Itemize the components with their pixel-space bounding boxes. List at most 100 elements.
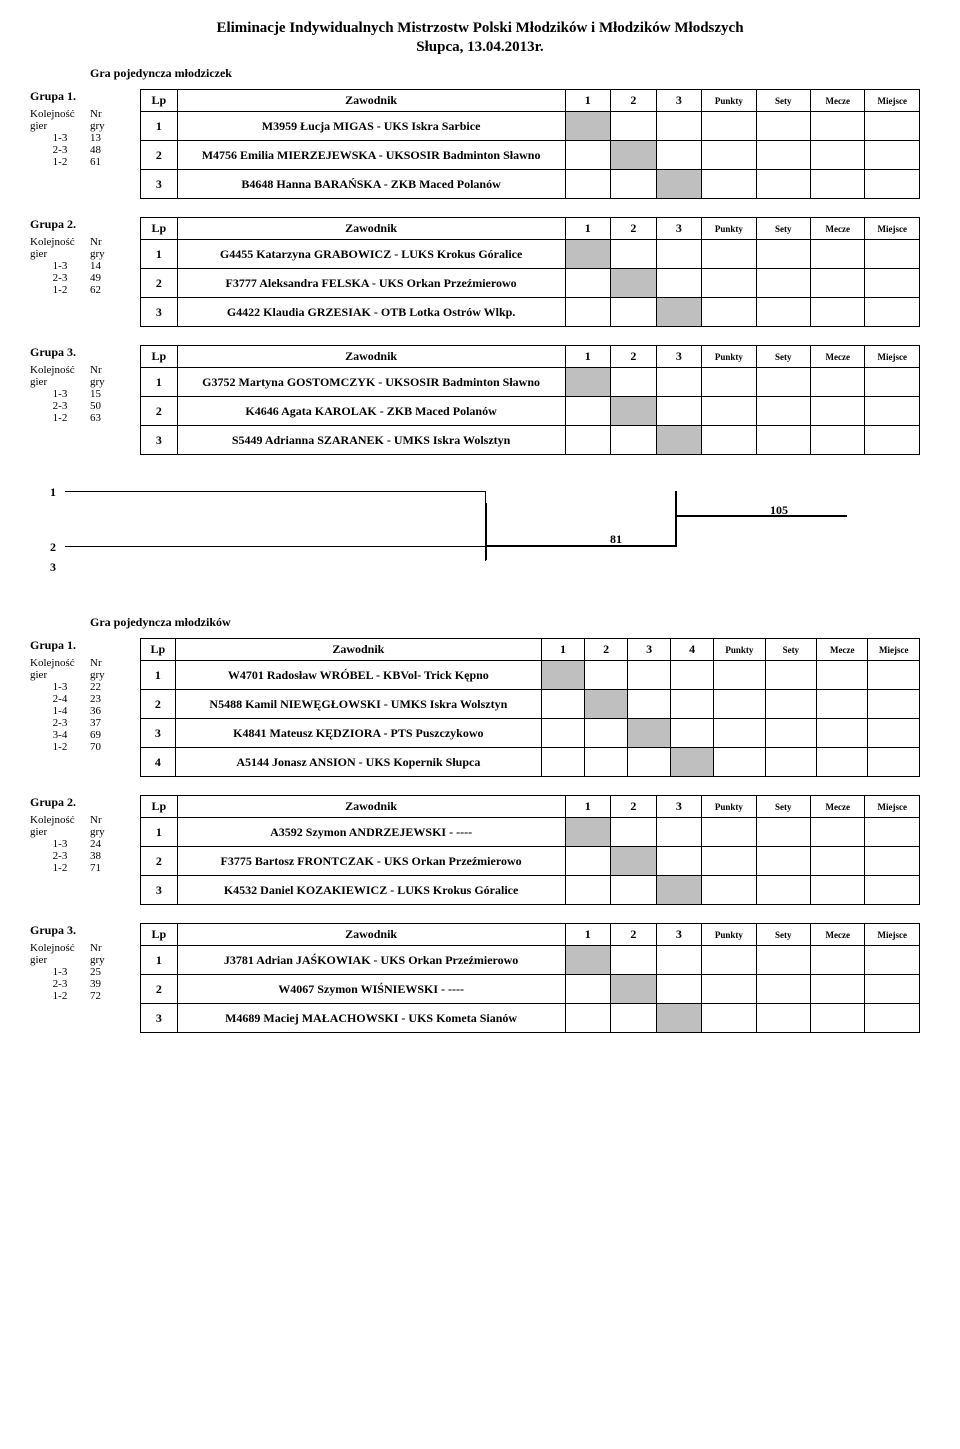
group-name: Grupa 1. [30, 89, 140, 104]
col-3: 3 [628, 639, 671, 661]
col-2: 2 [611, 924, 657, 946]
score-cell [585, 719, 628, 748]
order-row: 2-337 [30, 717, 140, 729]
group-block: Grupa 3. KolejnośćNr giergry 1-3152-3501… [30, 345, 930, 455]
player-name: J3781 Adrian JAŚKOWIAK - UKS Orkan Przeź… [177, 946, 565, 975]
mecze-cell [811, 426, 865, 455]
player-name: K4841 Mateusz KĘDZIORA - PTS Puszczykowo [175, 719, 541, 748]
hdr-zawodnik: Zawodnik [175, 639, 541, 661]
score-cell [611, 397, 657, 426]
player-name: B4648 Hanna BARAŃSKA - ZKB Maced Polanów [177, 170, 565, 199]
player-name: N5488 Kamil NIEWĘGŁOWSKI - UMKS Iskra Wo… [175, 690, 541, 719]
mecze-cell [811, 818, 865, 847]
row-lp: 1 [141, 112, 178, 141]
mecze-cell [811, 946, 865, 975]
hdr-miejsce: Miejsce [865, 346, 920, 368]
score-cell [565, 141, 611, 170]
score-cell [656, 112, 702, 141]
score-cell [565, 1004, 611, 1033]
row-lp: 1 [141, 661, 176, 690]
score-cell [656, 847, 702, 876]
col-3: 3 [656, 346, 702, 368]
hdr-mecze: Mecze [811, 796, 865, 818]
hdr-mecze: Mecze [817, 639, 868, 661]
mecze-cell [811, 1004, 865, 1033]
col-2: 2 [585, 639, 628, 661]
row-lp: 2 [141, 847, 178, 876]
mecze-cell [811, 240, 865, 269]
punkty-cell [702, 368, 756, 397]
group-block: Grupa 2. KolejnośćNr giergry 1-3242-3381… [30, 795, 930, 905]
score-cell [542, 719, 585, 748]
punkty-cell [702, 847, 756, 876]
score-cell [656, 397, 702, 426]
col-3: 3 [656, 924, 702, 946]
punkty-cell [702, 141, 756, 170]
sety-cell [765, 690, 816, 719]
hdr-lp: Lp [141, 796, 178, 818]
row-lp: 3 [141, 170, 178, 199]
hdr-zawodnik: Zawodnik [177, 796, 565, 818]
punkty-cell [714, 748, 765, 777]
mecze-cell [811, 112, 865, 141]
score-cell [542, 748, 585, 777]
score-cell [565, 946, 611, 975]
group-name: Grupa 3. [30, 923, 140, 938]
miejsce-cell [865, 141, 920, 170]
col-1: 1 [565, 218, 611, 240]
miejsce-cell [868, 719, 920, 748]
score-cell [611, 298, 657, 327]
order-header: KolejnośćNr [30, 364, 140, 376]
player-name: W4701 Radosław WRÓBEL - KBVol- Trick Kęp… [175, 661, 541, 690]
sety-cell [756, 112, 810, 141]
order-row: 2-423 [30, 693, 140, 705]
row-lp: 4 [141, 748, 176, 777]
score-cell [565, 112, 611, 141]
sety-cell [765, 719, 816, 748]
col-1: 1 [565, 346, 611, 368]
hdr-lp: Lp [141, 346, 178, 368]
score-cell [656, 368, 702, 397]
punkty-cell [702, 397, 756, 426]
order-row: 1-314 [30, 260, 140, 272]
score-cell [611, 141, 657, 170]
miejsce-cell [865, 818, 920, 847]
punkty-cell [702, 876, 756, 905]
order-header: KolejnośćNr [30, 657, 140, 669]
score-cell [585, 690, 628, 719]
mecze-cell [817, 661, 868, 690]
order-row: 1-315 [30, 388, 140, 400]
hdr-mecze: Mecze [811, 924, 865, 946]
order-header-2: giergry [30, 120, 140, 132]
sety-cell [765, 748, 816, 777]
order-row: 3-469 [30, 729, 140, 741]
order-row: 1-436 [30, 705, 140, 717]
hdr-lp: Lp [141, 90, 178, 112]
player-name: F3777 Aleksandra FELSKA - UKS Orkan Prze… [177, 269, 565, 298]
mecze-cell [811, 397, 865, 426]
punkty-cell [702, 1004, 756, 1033]
player-name: G4455 Katarzyna GRABOWICZ - LUKS Krokus … [177, 240, 565, 269]
hdr-lp: Lp [141, 924, 178, 946]
miejsce-cell [865, 975, 920, 1004]
score-cell [585, 661, 628, 690]
group-table: Lp Zawodnik 123 Punkty Sety Mecze Miejsc… [140, 795, 920, 905]
miejsce-cell [865, 298, 920, 327]
hdr-punkty: Punkty [702, 924, 756, 946]
hdr-sety: Sety [756, 218, 810, 240]
mecze-cell [811, 269, 865, 298]
order-row: 2-349 [30, 272, 140, 284]
hdr-sety: Sety [756, 90, 810, 112]
group-block: Grupa 1. KolejnośćNr giergry 1-3222-4231… [30, 638, 930, 777]
mecze-cell [811, 847, 865, 876]
sety-cell [756, 426, 810, 455]
order-header-2: giergry [30, 376, 140, 388]
hdr-punkty: Punkty [714, 639, 765, 661]
score-cell [611, 975, 657, 1004]
order-row: 1-270 [30, 741, 140, 753]
miejsce-cell [865, 1004, 920, 1033]
row-lp: 2 [141, 269, 178, 298]
order-row: 1-262 [30, 284, 140, 296]
group-table: Lp Zawodnik 123 Punkty Sety Mecze Miejsc… [140, 345, 920, 455]
bracket-seed-1: 1 [50, 485, 56, 500]
